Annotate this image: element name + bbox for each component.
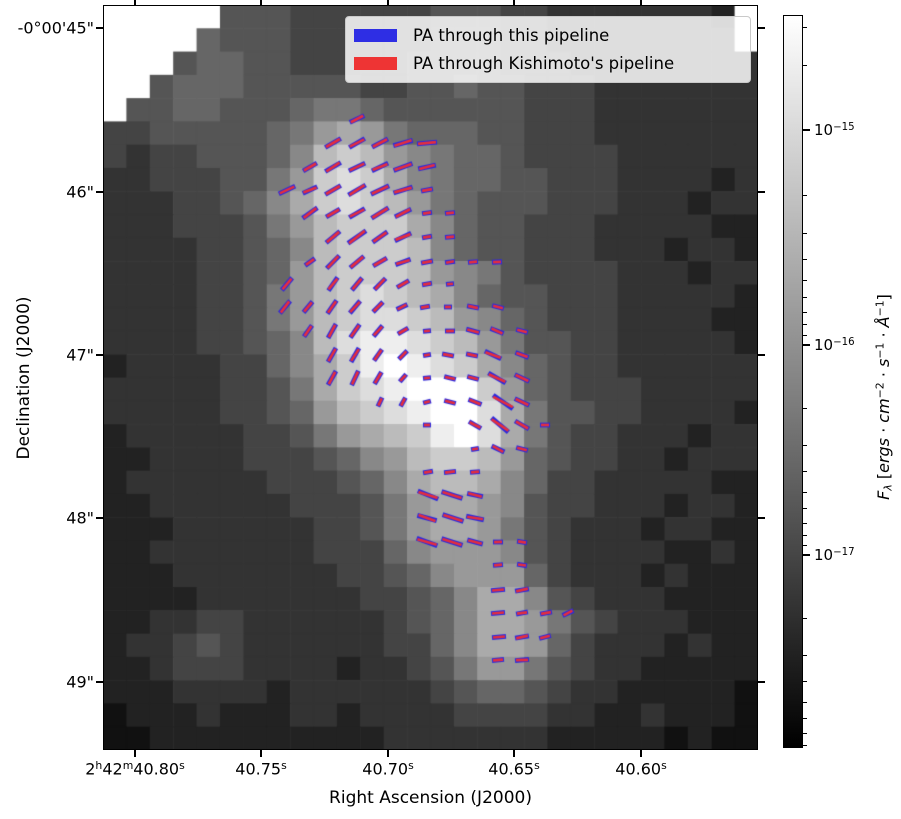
colorbar-minor-tick (803, 522, 807, 524)
colorbar-minor-tick (803, 407, 807, 409)
y-axis-label: Declination (J2000) (14, 295, 34, 460)
colorbar-minor-tick (803, 232, 807, 234)
colorbar-minor-tick (803, 534, 807, 536)
y-tick-label: -0°00'45" (17, 18, 94, 38)
y-tick-left (96, 517, 103, 519)
colorbar-tick (803, 554, 810, 556)
colorbar-minor-tick (803, 732, 807, 734)
colorbar (783, 15, 803, 748)
colorbar-minor-tick (803, 654, 807, 656)
colorbar-tick-label: 10−17 (814, 546, 855, 564)
y-tick-left (96, 681, 103, 683)
colorbar-minor-tick (803, 744, 807, 746)
y-tick-label: 49" (66, 672, 94, 692)
colorbar-minor-tick (803, 701, 807, 703)
legend-item: PA through this pipeline (354, 22, 742, 50)
y-tick-right (758, 681, 765, 683)
legend: PA through this pipeline PA through Kishi… (345, 16, 751, 83)
colorbar-minor-tick (803, 444, 807, 446)
colorbar-minor-tick (803, 334, 807, 336)
legend-label: PA through Kishimoto's pipeline (413, 53, 675, 73)
colorbar-tick (803, 129, 810, 131)
colorbar-minor-tick (803, 491, 807, 493)
y-tick-left (96, 27, 103, 29)
x-tick-bottom (640, 750, 642, 757)
y-tick-right (758, 27, 765, 29)
colorbar-tick (803, 344, 810, 346)
x-tick-bottom (513, 750, 515, 757)
colorbar-minor-tick (803, 296, 807, 298)
colorbar-minor-tick (803, 311, 807, 313)
x-tick-top (640, 0, 642, 5)
y-tick-left (96, 191, 103, 193)
legend-label: PA through this pipeline (413, 26, 610, 46)
colorbar-minor-tick (803, 194, 807, 196)
colorbar-tick-label: 10−16 (814, 336, 855, 354)
x-tick-label: 40.70s (362, 759, 414, 779)
x-tick-top (134, 0, 136, 5)
colorbar-minor-tick (803, 258, 807, 260)
x-tick-top (513, 0, 515, 5)
x-axis-label: Right Ascension (J2000) (329, 788, 532, 808)
colorbar-minor-tick (803, 507, 807, 509)
colorbar-minor-tick (803, 323, 807, 325)
x-tick-label: 2h42m40.80s (85, 759, 185, 779)
y-tick-right (758, 517, 765, 519)
x-tick-top (260, 0, 262, 5)
colorbar-minor-tick (803, 470, 807, 472)
y-tick-label: 48" (66, 508, 94, 528)
y-tick-label: 47" (66, 345, 94, 365)
x-tick-bottom (260, 750, 262, 757)
colorbar-minor-tick (803, 26, 807, 28)
x-tick-label: 40.75s (235, 759, 287, 779)
colorbar-minor-tick (803, 717, 807, 719)
legend-swatch-icon (354, 29, 397, 43)
x-tick-bottom (134, 750, 136, 757)
legend-swatch-icon (354, 56, 397, 70)
x-tick-label: 40.60s (615, 759, 667, 779)
colorbar-minor-tick (803, 544, 807, 546)
colorbar-minor-tick (803, 680, 807, 682)
colorbar-label: Fλ [ergs ⋅ cm−2 ⋅ s−1 ⋅ Å−1] (873, 293, 895, 500)
y-tick-right (758, 354, 765, 356)
y-tick-left (96, 354, 103, 356)
x-tick-label: 40.65s (488, 759, 540, 779)
sky-image-canvas (103, 5, 758, 750)
legend-item: PA through Kishimoto's pipeline (354, 50, 742, 78)
colorbar-minor-tick (803, 617, 807, 619)
x-tick-bottom (387, 750, 389, 757)
x-tick-top (387, 0, 389, 5)
y-tick-label: 46" (66, 182, 94, 202)
colorbar-minor-tick (803, 279, 807, 281)
colorbar-tick-label: 10−15 (814, 121, 855, 139)
y-tick-right (758, 191, 765, 193)
colorbar-minor-tick (803, 64, 807, 66)
